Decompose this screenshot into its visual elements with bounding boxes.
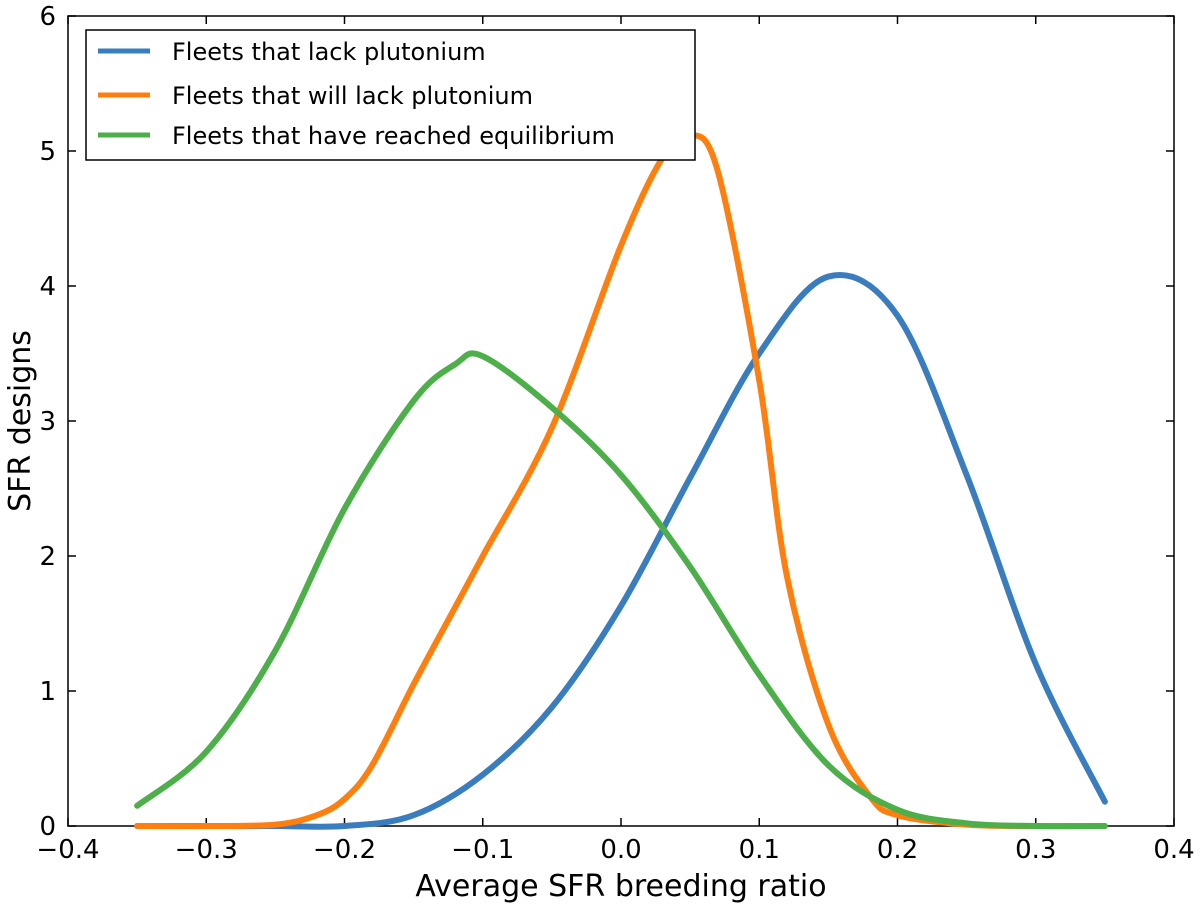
y-axis-label: SFR designs (3, 330, 38, 512)
legend-box (85, 29, 696, 161)
x-tick-label: 0.3 (1015, 835, 1056, 865)
y-tick-label: 6 (39, 2, 56, 32)
series-layer (134, 131, 1108, 830)
x-tick-label: −0.1 (451, 835, 514, 865)
legend-label-lack: Fleets that lack plutonium (172, 38, 486, 66)
x-tick-label: 0.4 (1153, 835, 1194, 865)
legend: Fleets that lack plutonium Fleets that w… (85, 29, 696, 161)
y-tick-label: 2 (39, 542, 56, 572)
axis-ticks (67, 15, 1175, 827)
x-tick-label: 0.0 (600, 835, 641, 865)
series-equilibrium (134, 350, 1108, 830)
x-axis-label: Average SFR breeding ratio (415, 869, 826, 904)
legend-label-equilibrium: Fleets that have reached equilibrium (172, 122, 615, 150)
y-tick-label: 4 (39, 272, 56, 302)
series-lack-plutonium (134, 272, 1108, 830)
tick-labels: −0.4 −0.3 −0.2 −0.1 0.0 0.1 0.2 0.3 0.4 0 1 2 3 4 5 6 (36, 2, 1194, 865)
y-tick-label: 0 (39, 812, 56, 842)
x-tick-label: 0.2 (877, 835, 918, 865)
x-tick-label: −0.4 (36, 835, 99, 865)
y-tick-label: 5 (39, 137, 56, 167)
x-tick-label: 0.1 (739, 835, 780, 865)
legend-label-will-lack: Fleets that will lack plutonium (172, 82, 533, 110)
y-tick-label: 3 (39, 407, 56, 437)
y-tick-label: 1 (39, 677, 56, 707)
x-tick-label: −0.2 (313, 835, 376, 865)
x-tick-label: −0.3 (175, 835, 238, 865)
